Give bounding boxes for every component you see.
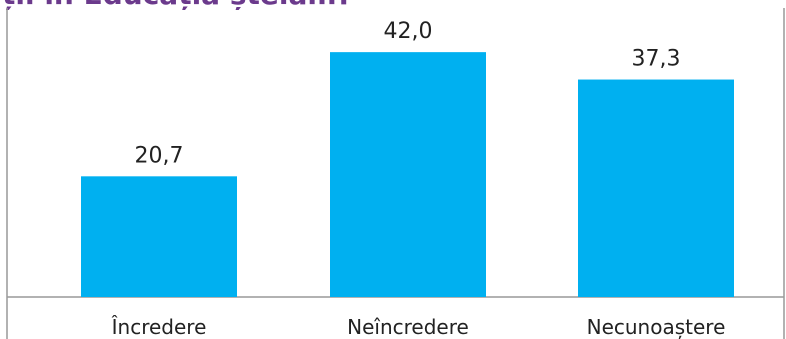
category-label-2: Neîncredere [347, 315, 469, 339]
data-label-3: 37,3 [632, 47, 681, 72]
chart-title: ții în Educația ștelam? [0, 0, 786, 10]
category-label-1: Încredere [111, 315, 207, 339]
data-label-2: 42,0 [384, 19, 433, 44]
bar-2 [330, 52, 486, 297]
bar-3 [578, 79, 734, 297]
bar-1 [81, 176, 237, 297]
category-label-3: Necunoaștere [587, 315, 726, 339]
data-label-1: 20,7 [135, 143, 184, 168]
